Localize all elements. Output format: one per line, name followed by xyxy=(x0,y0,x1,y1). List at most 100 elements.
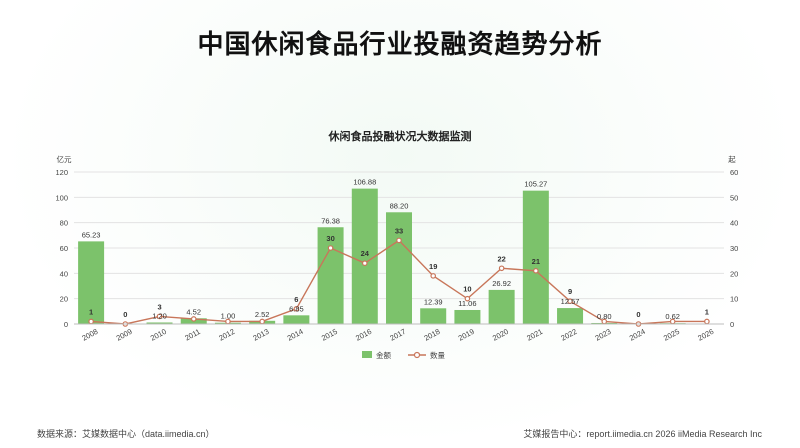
line-point xyxy=(190,316,197,322)
y-right-tick-label: 40 xyxy=(730,219,738,228)
legend-swatch-bar xyxy=(362,351,372,358)
line-point xyxy=(361,260,368,267)
line-point xyxy=(533,267,539,274)
legend-label-line: 数量 xyxy=(430,350,445,360)
line-data-label: 21 xyxy=(532,257,540,266)
x-tick-label: 2026 xyxy=(696,327,715,343)
legend: 金额 数量 xyxy=(362,350,445,360)
footer-report: 艾媒报告中心：report.iimedia.cn 2026 iiMedia Re… xyxy=(523,429,762,439)
y-left-tick-label: 60 xyxy=(60,244,68,253)
line-data-label: 10 xyxy=(463,285,471,294)
y-right-tick-label: 60 xyxy=(730,168,738,177)
line-data-label: 30 xyxy=(326,234,334,243)
y-right-tick-label: 0 xyxy=(730,320,734,329)
bar-data-label: 106.88 xyxy=(353,178,376,187)
bar-data-label: 105.27 xyxy=(524,180,547,189)
bar xyxy=(488,289,515,324)
bar-data-label: 65.23 xyxy=(82,230,101,239)
bar-series xyxy=(78,188,686,324)
y-right-tick-label: 30 xyxy=(730,244,738,253)
line-data-label: 1 xyxy=(89,307,93,316)
line-data-label: 24 xyxy=(361,249,370,258)
bar-data-label: 88.20 xyxy=(390,201,409,210)
bar xyxy=(317,227,344,324)
x-tick-label: 2016 xyxy=(354,327,373,343)
x-tick-label: 2017 xyxy=(388,327,407,343)
x-tick-label: 2024 xyxy=(628,327,647,343)
bar xyxy=(78,241,105,324)
x-tick-label: 2012 xyxy=(217,327,236,343)
x-tick-label: 2020 xyxy=(491,327,510,343)
line-data-label: 3 xyxy=(157,302,161,311)
line-point xyxy=(293,305,300,312)
bar-data-label: 2.52 xyxy=(255,310,270,319)
y-right-unit: 起 xyxy=(728,155,736,164)
line-data-label: 9 xyxy=(568,287,572,296)
bar-data-label: 1.20 xyxy=(152,311,167,320)
x-tick-label: 2010 xyxy=(149,327,168,343)
line-point xyxy=(464,295,471,302)
x-tick-label: 2008 xyxy=(80,327,99,343)
line-data-label: 0 xyxy=(636,310,640,319)
x-tick-label: 2021 xyxy=(525,327,544,343)
y-left-tick-label: 100 xyxy=(55,193,68,202)
bar-data-label: 4.52 xyxy=(186,307,201,316)
y-left-unit: 亿元 xyxy=(57,154,72,164)
bar xyxy=(283,315,310,324)
x-tick-label: 2019 xyxy=(457,327,476,343)
line-point xyxy=(498,265,505,272)
bar-data-label: 26.92 xyxy=(492,279,511,288)
bar-data-label: 11.06 xyxy=(458,299,476,308)
line-point xyxy=(259,318,265,325)
x-tick-label: 2009 xyxy=(115,327,134,343)
data-labels: 65.23 1.20 4.52 1.00 2.52 6.85 76.38 106.88 88.2… xyxy=(82,178,709,322)
x-tick-label: 2015 xyxy=(320,327,339,343)
bar xyxy=(351,188,378,324)
y-right-tick-label: 10 xyxy=(730,295,738,304)
line-point xyxy=(88,318,94,325)
bar-data-label: 1.00 xyxy=(221,312,236,321)
x-tick-label: 2023 xyxy=(594,327,613,343)
line-point xyxy=(704,318,710,325)
bar-data-label: 6.85 xyxy=(289,304,304,313)
y-left-tick-label: 20 xyxy=(60,295,68,304)
x-tick-label: 2022 xyxy=(559,327,578,343)
y-left-tick-label: 120 xyxy=(55,168,68,177)
line-data-label: 22 xyxy=(497,254,505,263)
y-left-tick-label: 0 xyxy=(64,320,68,329)
bar xyxy=(454,309,481,324)
line-point xyxy=(430,273,437,279)
x-tick-label: 2025 xyxy=(662,327,681,343)
line-point xyxy=(396,237,402,244)
line-point xyxy=(327,245,334,251)
line-data-label: 19 xyxy=(429,262,437,271)
legend-label-bar: 金额 xyxy=(376,350,391,360)
line-data-label: 1 xyxy=(705,307,709,316)
x-tick-label: 2018 xyxy=(423,327,442,343)
x-tick-label: 2014 xyxy=(286,327,305,343)
line-data-label: 6 xyxy=(294,295,298,304)
line-point xyxy=(156,313,163,320)
y-right-tick-label: 20 xyxy=(730,269,738,278)
y-left-tick-label: 40 xyxy=(60,269,68,278)
bar xyxy=(386,212,412,324)
footer-source: 数据来源：艾媒数据中心（data.iimedia.cn） xyxy=(37,429,215,439)
bar-data-label: 76.38 xyxy=(321,216,340,225)
bar-data-label: 0.62 xyxy=(665,312,680,321)
bar-data-label: 0.80 xyxy=(597,312,612,321)
bar-data-label: 12.39 xyxy=(424,297,443,306)
bar xyxy=(420,308,447,324)
x-tick-label: 2011 xyxy=(183,327,201,343)
line-data-label: 0 xyxy=(123,310,127,319)
chart-title: 休闲食品投融状况大数据监测 xyxy=(328,131,472,143)
y-left-tick-label: 80 xyxy=(60,219,68,228)
line-point xyxy=(567,298,573,305)
page-title: 中国休闲食品行业投融资趋势分析 xyxy=(197,29,603,59)
bar xyxy=(557,308,584,324)
x-tick-label: 2013 xyxy=(252,327,271,343)
bar xyxy=(146,322,173,324)
legend-marker xyxy=(413,351,421,359)
y-right-tick-label: 50 xyxy=(730,193,738,202)
bar-data-label: 12.57 xyxy=(561,297,580,306)
